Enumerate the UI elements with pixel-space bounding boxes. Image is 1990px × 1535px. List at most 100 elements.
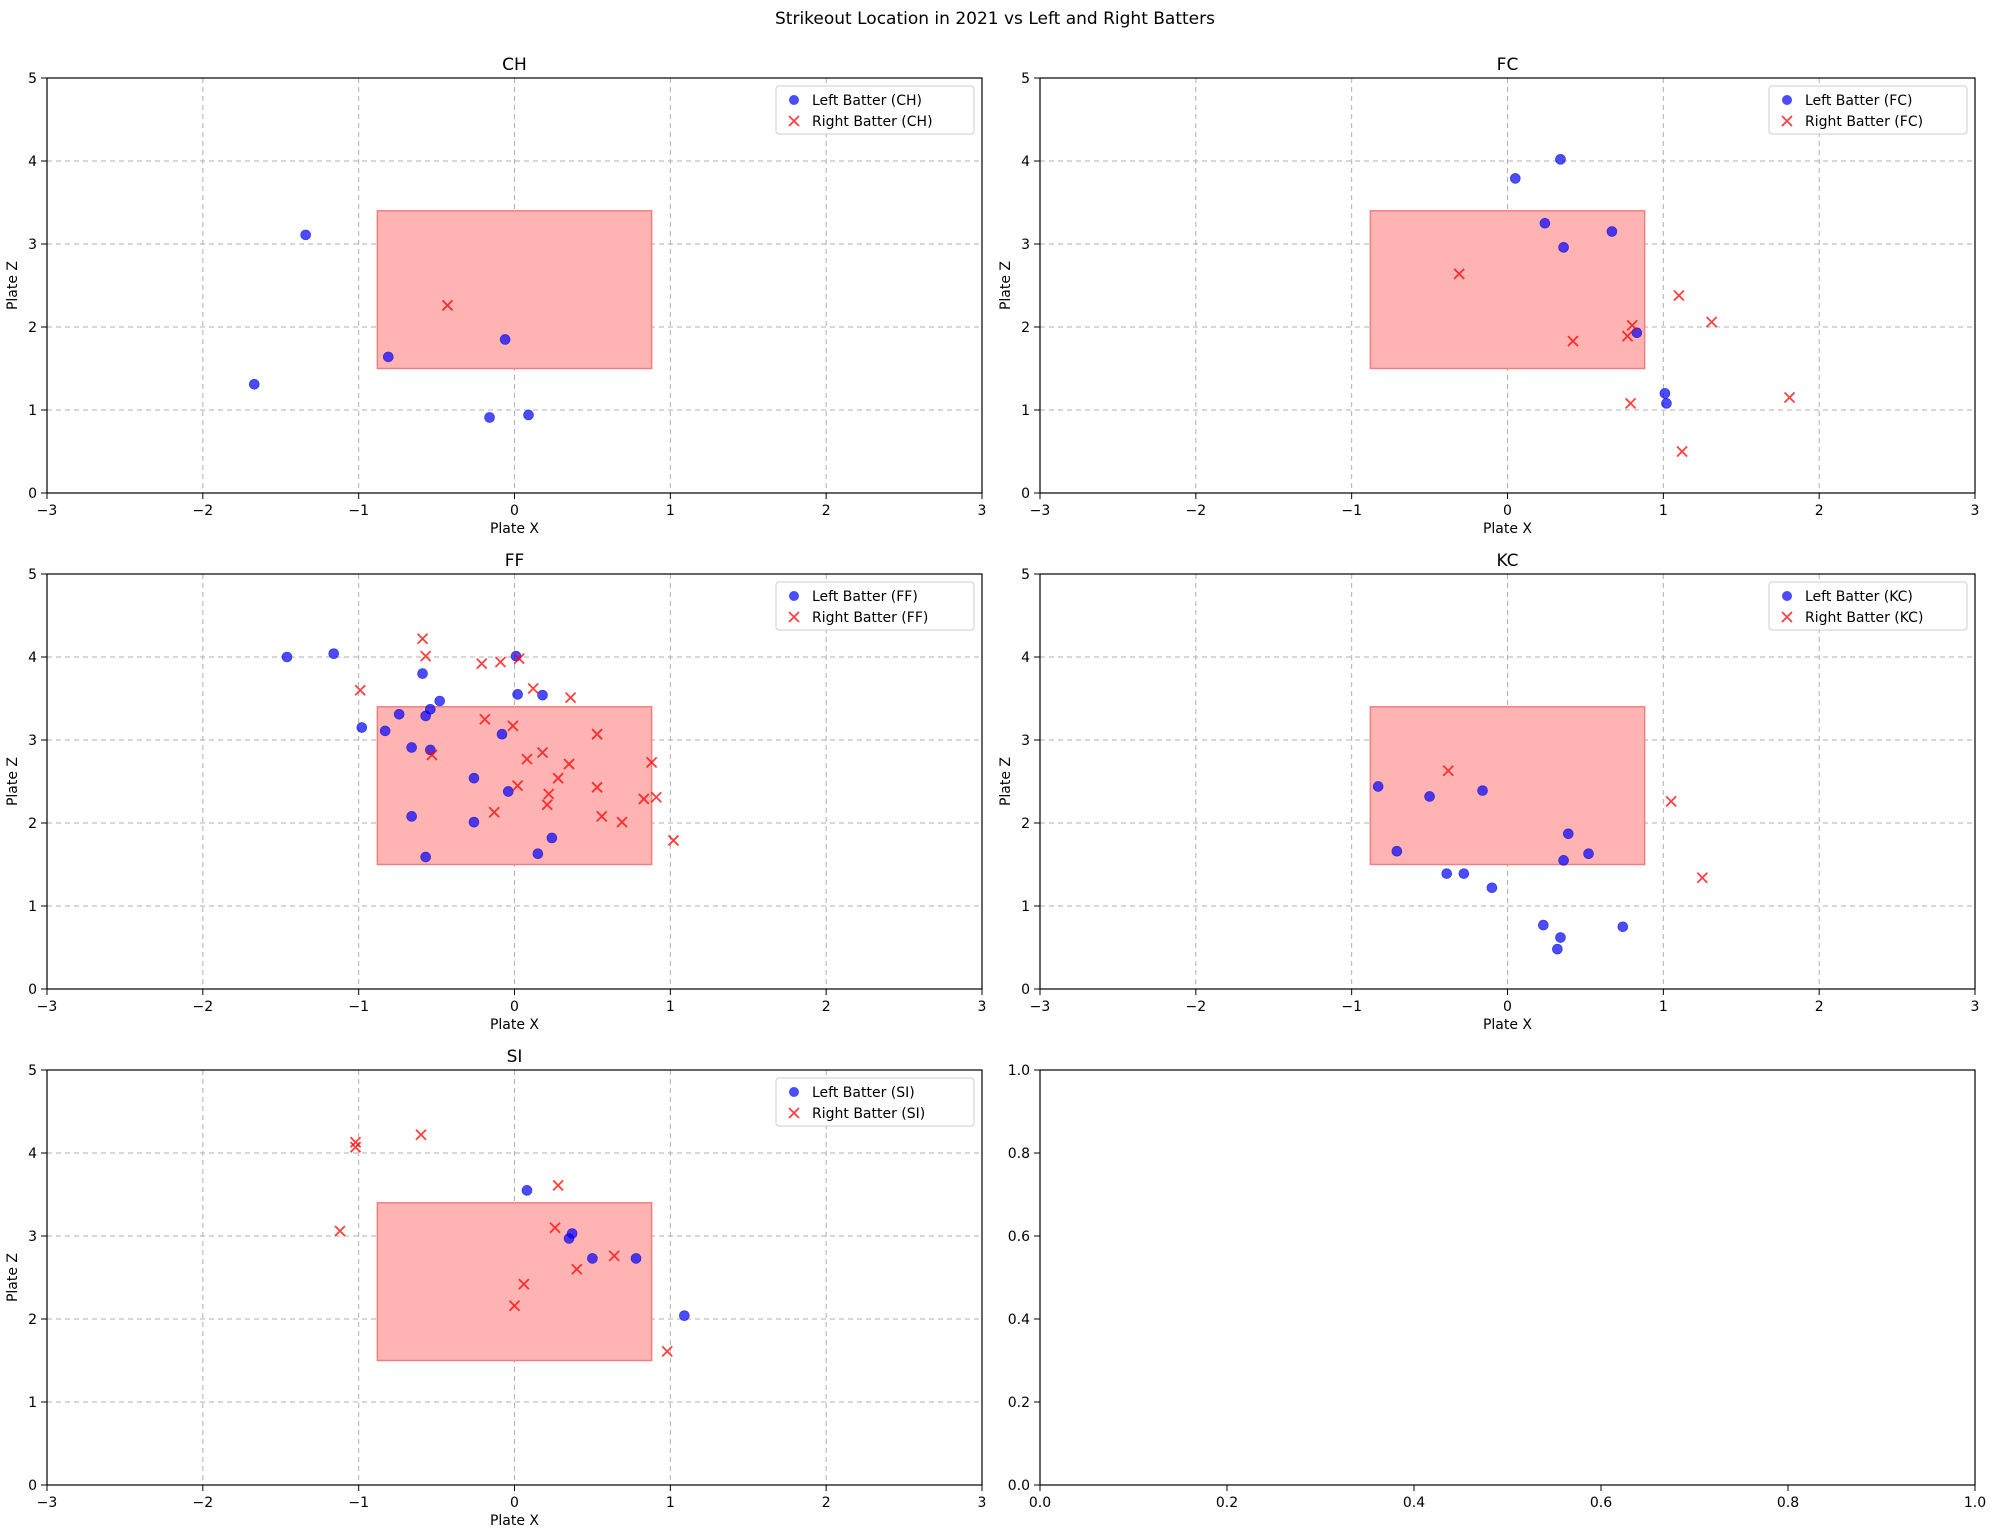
legend-label: Left Batter (KC) <box>1805 589 1913 605</box>
x-tick-label: −3 <box>1030 999 1051 1015</box>
right-batter-point <box>513 653 525 665</box>
y-tick-label: 0 <box>28 1478 37 1494</box>
left-batter-point <box>521 1185 533 1196</box>
right-batter-point <box>415 1129 427 1141</box>
right-batter-point <box>571 1263 583 1275</box>
legend-label: Right Batter (FF) <box>812 610 928 626</box>
right-batter-point <box>596 810 608 822</box>
right-batter-point <box>488 806 500 818</box>
y-tick-label: 0 <box>1021 982 1030 998</box>
x-tick-label: −2 <box>193 1495 214 1511</box>
x-tick-label: 1 <box>666 1495 675 1511</box>
right-batter-point <box>667 834 680 847</box>
right-batter-point <box>1626 319 1638 331</box>
left-batter-point <box>679 1310 690 1321</box>
legend: Left Batter (KC) Right Batter (KC) <box>1768 581 1968 631</box>
y-tick-label: 3 <box>28 1229 37 1245</box>
right-batter-point <box>476 658 488 670</box>
legend: Left Batter (FF) Right Batter (FF) <box>775 581 975 631</box>
x-tick-label: 2 <box>1815 999 1824 1015</box>
y-tick-label: 0 <box>1021 486 1030 502</box>
right-batter-point <box>349 1141 362 1153</box>
left-batter-point <box>1509 173 1521 184</box>
subplot-title: FF <box>505 551 525 571</box>
right-batter-point <box>591 728 603 740</box>
legend-label: Right Batter (CH) <box>812 114 933 130</box>
y-tick-label: 5 <box>28 1063 37 1079</box>
right-batter-point <box>1783 391 1796 404</box>
y-tick-label: 2 <box>28 816 37 832</box>
x-tick-label: −3 <box>37 503 58 519</box>
legend-label: Left Batter (SI) <box>812 1085 915 1101</box>
subplot-si: −3 −2 −1 0 1 2 3 0 1 2 3 4 5 SI Plate X Plate Z Left Bat… <box>5 1047 986 1529</box>
y-tick-label: 5 <box>1021 567 1030 583</box>
x-tick-label: −1 <box>348 999 369 1015</box>
y-tick-label: 5 <box>1021 71 1030 87</box>
x-tick-label: 0 <box>510 1495 519 1511</box>
left-batter-point <box>502 786 514 797</box>
legend-box <box>775 85 975 135</box>
legend-marker-circle <box>789 591 799 601</box>
left-batter-point <box>566 1228 578 1239</box>
subplot-title: CH <box>502 55 527 75</box>
legend-box <box>1768 581 1968 631</box>
legend-box <box>1768 85 1968 135</box>
y-tick-label: 0.8 <box>1008 1146 1030 1162</box>
legend: Left Batter (SI) Right Batter (SI) <box>775 1077 975 1127</box>
left-batter-point <box>1538 919 1549 931</box>
left-batter-point <box>406 742 417 753</box>
left-batter-point <box>1539 217 1551 229</box>
subplot-ff: −3 −2 −1 0 1 2 3 0 1 2 3 4 5 FF Plate X Plate Z Left Bat… <box>5 551 986 1033</box>
strike-zone <box>1369 210 1646 370</box>
subplot-fc: −3 −2 −1 0 1 2 3 0 1 2 3 4 5 FC Plate X Plate Z Left Bat… <box>998 55 1979 537</box>
y-tick-label: 4 <box>28 154 37 170</box>
y-tick-label: 1 <box>28 899 37 915</box>
x-tick-label: 0 <box>510 503 519 519</box>
y-tick-label: 0.4 <box>1008 1312 1030 1328</box>
left-batter-point <box>1558 242 1569 253</box>
y-tick-label: 2 <box>1021 816 1030 832</box>
y-axis-label: Plate Z <box>998 261 1014 310</box>
legend-marker-circle <box>1782 591 1792 601</box>
figure-suptitle: Strikeout Location in 2021 vs Left and R… <box>775 9 1215 29</box>
legend-marker-x <box>1781 611 1793 623</box>
y-tick-label: 3 <box>28 733 37 749</box>
right-batter-point <box>552 1179 564 1192</box>
right-batter-point <box>349 1136 362 1148</box>
left-batter-point <box>1477 785 1488 796</box>
y-tick-label: 5 <box>28 567 37 583</box>
axes-frame <box>1039 1069 1976 1486</box>
x-tick-label: 0.0 <box>1029 1495 1051 1511</box>
left-batter-point <box>1555 932 1566 943</box>
right-batter-point <box>1706 316 1718 328</box>
right-batter-point <box>420 650 432 662</box>
right-batter-point <box>1621 330 1634 342</box>
right-batter-point <box>1696 872 1708 884</box>
subplot-title: KC <box>1496 551 1518 571</box>
legend-marker-circle <box>789 1087 799 1097</box>
right-batter-point <box>354 684 366 696</box>
x-tick-label: −2 <box>193 999 214 1015</box>
x-tick-label: 2 <box>822 503 831 519</box>
left-batter-point <box>484 412 495 423</box>
strike-zone <box>376 210 653 370</box>
legend-label: Left Batter (CH) <box>812 93 922 109</box>
subplot-title: FC <box>1497 55 1519 75</box>
left-batter-point <box>328 648 340 659</box>
left-batter-point <box>1558 855 1569 866</box>
left-batter-point <box>281 651 293 663</box>
y-tick-label: 3 <box>1021 237 1030 253</box>
right-batter-point <box>645 756 658 769</box>
y-tick-label: 1 <box>28 403 37 419</box>
y-tick-label: 1 <box>1021 403 1030 419</box>
left-batter-point <box>468 772 480 784</box>
legend-marker-x <box>788 115 800 127</box>
left-batter-point <box>379 725 391 737</box>
x-tick-label: −2 <box>1186 503 1207 519</box>
legend-marker-x <box>1781 115 1793 127</box>
left-batter-point <box>1372 781 1384 792</box>
x-tick-label: 1.0 <box>1964 1495 1986 1511</box>
right-batter-point <box>591 781 603 793</box>
